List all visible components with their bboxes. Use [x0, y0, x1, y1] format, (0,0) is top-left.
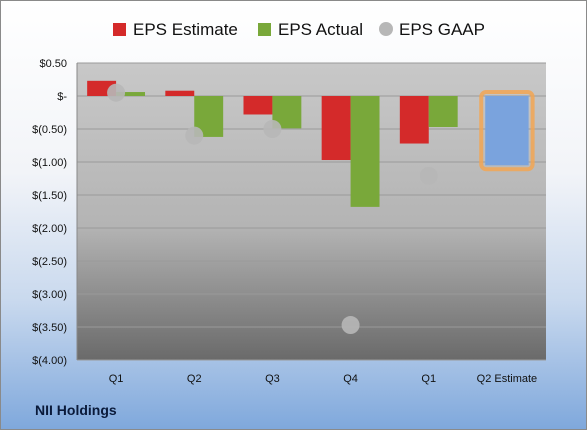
marker-eps-gaap [419, 166, 438, 185]
y-tick-label: $(3.50) [32, 322, 67, 334]
x-tick-label: Q1 [109, 373, 124, 385]
legend-swatch [258, 23, 271, 36]
x-tick-label: Q2 Estimate [477, 373, 538, 385]
y-tick-label: $(4.00) [32, 355, 67, 367]
y-tick-label: $(1.50) [32, 190, 67, 202]
x-tick-label: Q4 [343, 373, 358, 385]
marker-eps-gaap [107, 83, 126, 102]
plot-area [77, 63, 546, 360]
bar-eps-estimate [399, 96, 429, 144]
marker-eps-gaap [185, 126, 204, 145]
y-tick-label: $(3.00) [32, 289, 67, 301]
y-tick-label: $(0.50) [32, 124, 67, 136]
y-tick-label: $- [57, 91, 67, 103]
bar-eps-estimate [243, 96, 273, 115]
forecast-highlight [479, 90, 535, 172]
bar-forecast [485, 96, 529, 166]
y-tick-label: $(1.00) [32, 157, 67, 169]
y-tick-label: $0.50 [39, 58, 67, 70]
y-tick-label: $(2.50) [32, 256, 67, 268]
y-tick-label: $(2.00) [32, 223, 67, 235]
bar-eps-estimate [321, 96, 351, 161]
legend-swatch [379, 22, 393, 36]
bar-eps-actual [350, 96, 380, 207]
x-tick-label: Q1 [421, 373, 436, 385]
bar-eps-actual [116, 92, 146, 96]
company-name: NII Holdings [35, 402, 117, 418]
legend-swatch [113, 23, 126, 36]
legend-label: EPS GAAP [399, 20, 485, 39]
legend-label: EPS Actual [278, 20, 363, 39]
x-tick-label: Q2 [187, 373, 202, 385]
bar-eps-actual [428, 96, 458, 128]
bar-eps-estimate [165, 90, 195, 96]
marker-eps-gaap [263, 120, 282, 138]
marker-eps-gaap [341, 316, 360, 335]
legend-label: EPS Estimate [133, 20, 238, 39]
x-tick-label: Q3 [265, 373, 280, 385]
